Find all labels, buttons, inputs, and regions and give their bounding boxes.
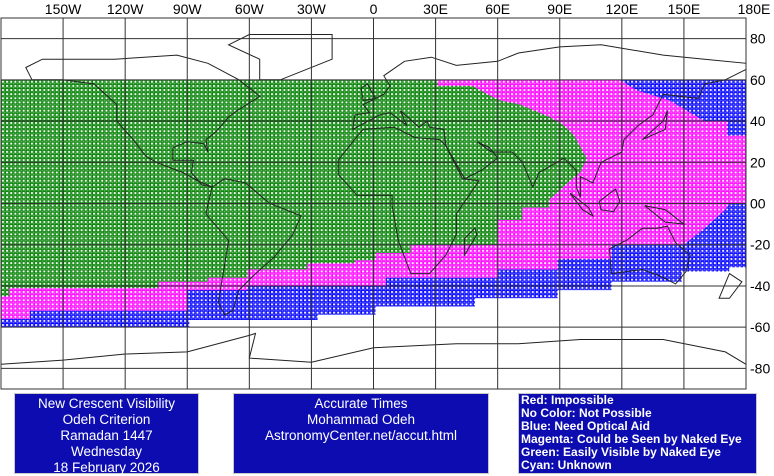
coastline-australia: [608, 225, 691, 285]
lon-tick-label: 120W: [107, 1, 144, 17]
lon-tick-label: 90E: [547, 1, 572, 17]
lon-tick-label: 90W: [173, 1, 203, 17]
lat-tick-label: 00: [750, 196, 766, 212]
coastline-new-zealand: [718, 272, 743, 299]
legend-item-cyan: Cyan: Unknown: [521, 458, 612, 472]
legend-item-no-color: No Color: Not Possible: [521, 406, 652, 420]
lat-tick-label: 80: [750, 31, 766, 47]
lon-tick-label: 150W: [45, 1, 82, 17]
lat-tick-label: 40: [750, 113, 766, 129]
latitude-labels: 80 60 40 20 00 -20 -40 -60 -80: [750, 31, 770, 377]
date-line: 18 February 2026: [53, 460, 160, 475]
author-line: Mohammad Odeh: [306, 412, 416, 427]
lon-tick-label: 0: [370, 1, 378, 17]
lon-tick-label: 120E: [605, 1, 638, 17]
legend-item-green: Green: Easily Visible by Naked Eye: [521, 445, 721, 459]
legend-item-blue: Blue: Need Optical Aid: [521, 419, 650, 433]
month-line: Ramadan 1447: [60, 428, 153, 443]
coastline-south-america: [205, 178, 302, 316]
credits-panel: Accurate Times Mohammad Odeh AstronomyCe…: [233, 393, 489, 474]
legend-item-magenta: Magenta: Could be Seen by Naked Eye: [521, 432, 742, 446]
lat-tick-label: -20: [750, 237, 770, 253]
credits-line: Accurate Times: [314, 396, 408, 411]
lat-tick-label: 20: [750, 154, 766, 170]
lon-tick-label: 150E: [668, 1, 701, 17]
visibility-map: 150W 120W 90W 60W 30W 0 30E 60E 90E 120E 150E 180E …: [0, 1, 771, 390]
lon-tick-label: 30W: [297, 1, 327, 17]
coastline-africa: [337, 126, 480, 275]
zone-green: [1, 79, 587, 297]
coastline-north-america: [25, 54, 261, 188]
title-panel: New Crescent Visibility Odeh Criterion R…: [14, 393, 199, 475]
lon-tick-label: 30E: [423, 1, 448, 17]
lon-tick-label: 60E: [485, 1, 510, 17]
lon-tick-label: 60W: [235, 1, 265, 17]
map-frame: [0, 17, 747, 390]
coastline-japan: [642, 110, 668, 141]
criterion-line: Odeh Criterion: [62, 412, 151, 427]
coastline-madagascar: [464, 227, 478, 257]
lat-tick-label: -40: [750, 278, 770, 294]
lon-tick-label: 180E: [738, 1, 771, 17]
weekday-line: Wednesday: [70, 444, 143, 459]
legend-item-red: Red: Impossible: [521, 393, 614, 407]
graticule: [1, 18, 747, 389]
longitude-labels: 150W 120W 90W 60W 30W 0 30E 60E 90E 120E 150E 180E: [45, 1, 771, 17]
coastline-britain: [360, 83, 377, 101]
lat-tick-label: -80: [750, 360, 770, 376]
lat-tick-label: -60: [750, 319, 770, 335]
legend-panel: Red: Impossible No Color: Not Possible B…: [518, 393, 757, 474]
website-link[interactable]: AstronomyCenter.net/accut.html: [264, 428, 458, 443]
title-line: New Crescent Visibility: [37, 396, 176, 411]
coastline-borneo: [598, 188, 621, 213]
coastline-sumatra: [569, 192, 595, 218]
lat-tick-label: 60: [750, 72, 766, 88]
coastline-greenland: [227, 34, 333, 81]
